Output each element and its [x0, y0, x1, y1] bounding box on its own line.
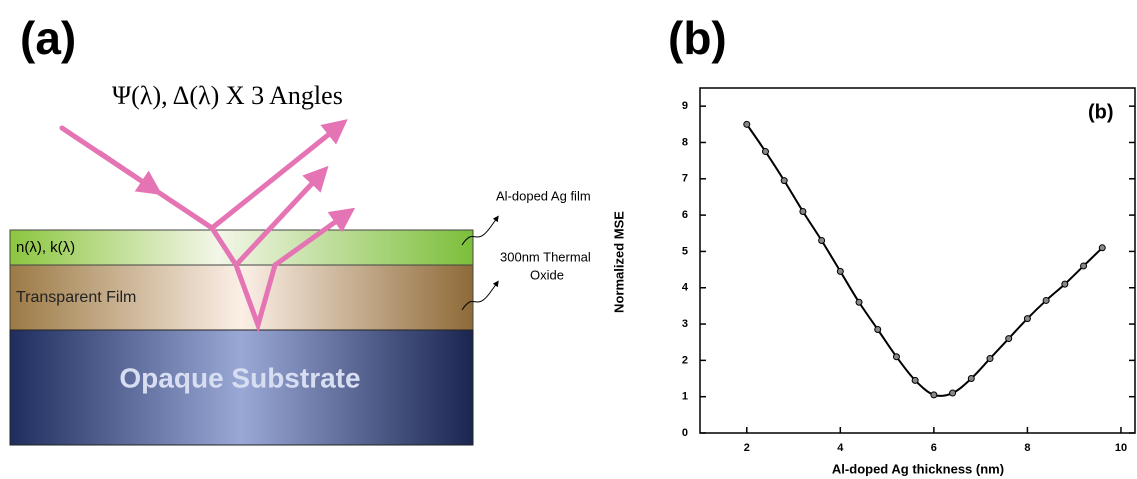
data-point: [967, 375, 975, 383]
y-tick-label: 8: [682, 136, 688, 148]
callout-label: Al-doped Ag film: [496, 188, 591, 203]
panel-label: (a): [20, 12, 76, 64]
data-point: [1080, 262, 1088, 270]
y-axis-title: Normalized MSE: [611, 211, 626, 313]
data-point: [1061, 280, 1069, 288]
callout-label: Oxide: [530, 267, 564, 282]
plot-frame: [699, 87, 1136, 434]
callout: [461, 215, 499, 246]
data-point: [761, 148, 769, 156]
x-tick-label: 10: [1115, 442, 1127, 454]
y-tick-label: 5: [682, 245, 688, 257]
ray: [97, 150, 163, 195]
y-tick-label: 6: [682, 209, 688, 221]
data-point: [892, 353, 900, 361]
y-tick-label: 7: [682, 173, 688, 185]
ray: [233, 207, 356, 334]
light-rays: [59, 119, 356, 334]
data-point: [874, 326, 882, 333]
inset-label: (b): [1088, 101, 1114, 123]
data-point: [855, 298, 863, 306]
data-point: [780, 177, 788, 185]
data-point: [911, 376, 919, 384]
callout: [461, 280, 499, 311]
x-tick-label: 4: [837, 442, 844, 454]
y-tick-label: 2: [682, 354, 688, 366]
data-point: [1023, 315, 1031, 323]
layer-label: Opaque Substrate: [119, 362, 360, 393]
layer-label: Transparent Film: [16, 289, 136, 306]
data-point: [836, 267, 844, 275]
ray: [209, 119, 348, 231]
x-tick-label: 6: [931, 442, 937, 454]
data-point: [930, 391, 938, 399]
x-tick-label: 2: [744, 442, 750, 454]
panel-label: (b): [668, 12, 727, 64]
y-tick-label: 4: [682, 282, 689, 294]
data-point: [1005, 335, 1013, 343]
y-tick-label: 1: [682, 391, 688, 403]
data-point: [1098, 244, 1106, 252]
data-point: [949, 389, 957, 397]
data-point: [818, 237, 826, 245]
x-axis-title: Al-doped Ag thickness (nm): [832, 461, 1004, 476]
y-tick-label: 3: [682, 318, 688, 330]
callout-label: 300nm Thermal: [500, 249, 591, 264]
y-tick-label: 9: [682, 100, 688, 112]
diagram-title: Ψ(λ), Δ(λ) X 3 Angles: [112, 81, 343, 110]
data-point: [799, 207, 807, 215]
y-tick-label: 0: [682, 427, 688, 439]
data-point: [986, 355, 994, 363]
data-point: [1042, 296, 1050, 304]
x-tick-label: 8: [1024, 442, 1030, 454]
layer: [9, 329, 474, 446]
layer-label: n(λ), k(λ): [16, 239, 75, 256]
data-point: [743, 120, 751, 128]
data-line: [745, 123, 1103, 397]
